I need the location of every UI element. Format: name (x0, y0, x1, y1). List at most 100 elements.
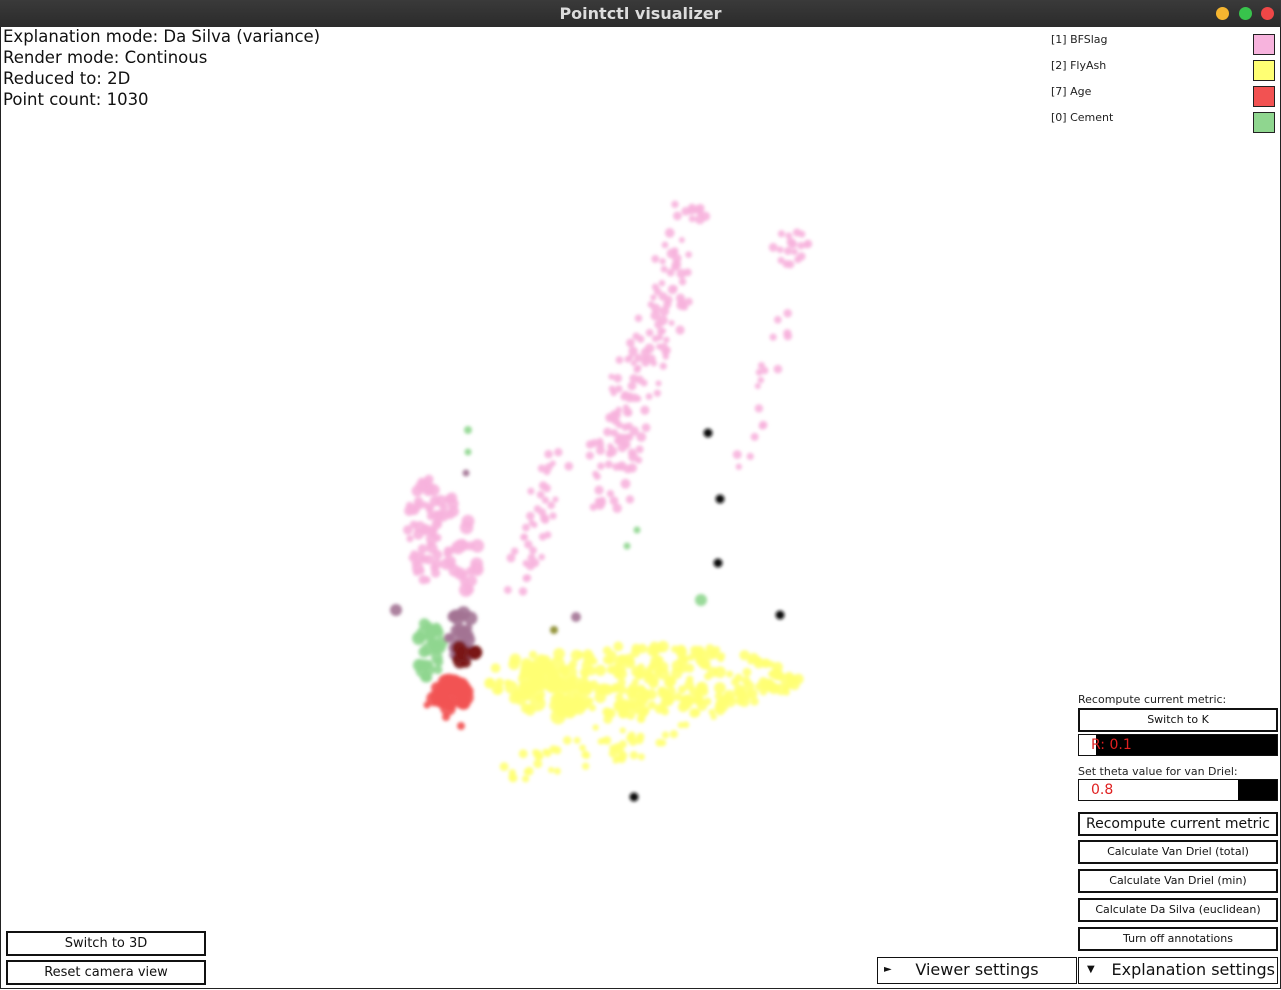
scatter-point (543, 749, 552, 758)
scatter-point (687, 653, 695, 662)
scatter-point (750, 697, 759, 706)
scatter-point (666, 268, 675, 277)
scatter-point (773, 364, 783, 374)
scatter-point (742, 667, 752, 677)
scatter-point (635, 364, 642, 371)
scatter-point (593, 472, 601, 481)
scatter-point (705, 649, 716, 661)
scatter-point (638, 687, 648, 696)
scatter-point (538, 508, 547, 517)
scatter-point (495, 677, 504, 687)
scatter-point (791, 248, 798, 256)
scatter-point (613, 373, 623, 383)
scatter-point (612, 503, 622, 513)
scatter-point (765, 679, 776, 691)
legend-label-bfslag: [1] BFSlag (1051, 33, 1108, 46)
scatter-point (590, 657, 598, 665)
scatter-point (592, 724, 599, 731)
scatter-point (595, 445, 605, 455)
scatter-point (680, 303, 689, 311)
r-value-input[interactable]: R: 0.1 (1078, 734, 1278, 756)
legend-swatch-bfslag (1253, 34, 1275, 55)
van-driel-total-button[interactable]: Calculate Van Driel (total) (1078, 840, 1278, 864)
scatter-point (735, 463, 742, 470)
scatter-point (664, 228, 675, 238)
scatter-point (536, 490, 545, 499)
scatter-point (615, 693, 624, 702)
scatter-point (650, 294, 657, 301)
scatter-point (773, 315, 782, 324)
scatter-point (632, 332, 641, 341)
scatter-point (697, 209, 704, 216)
window-titlebar: Pointctl visualizer (0, 0, 1281, 27)
scatter-point (390, 604, 402, 616)
scatter-point (494, 686, 503, 695)
maximize-icon[interactable] (1239, 7, 1252, 20)
scatter-point (685, 251, 693, 258)
van-driel-min-button[interactable]: Calculate Van Driel (min) (1078, 869, 1278, 893)
scatter-point (528, 650, 538, 660)
scatter-point (746, 452, 754, 461)
switch-to-3d-button[interactable]: Switch to 3D (6, 931, 206, 956)
scatter-point (537, 464, 546, 473)
scatter-point (613, 641, 624, 652)
scatter-point (446, 632, 456, 642)
scatter-plot[interactable] (1, 27, 1280, 988)
scatter-point (553, 767, 561, 775)
viewer-settings-tab[interactable]: ► Viewer settings (877, 957, 1077, 984)
scatter-point (420, 671, 432, 683)
scatter-point (651, 254, 660, 263)
scatter-point (677, 701, 689, 713)
da-silva-euclidean-button[interactable]: Calculate Da Silva (euclidean) (1078, 898, 1278, 922)
scatter-point (548, 766, 555, 774)
scatter-point (570, 649, 583, 662)
scatter-point (524, 540, 533, 549)
scatter-point (672, 253, 682, 263)
scatter-point (797, 252, 806, 261)
scatter-point (777, 230, 786, 238)
recompute-metric-button[interactable]: Recompute current metric (1078, 812, 1278, 836)
scatter-point (637, 753, 645, 761)
close-icon[interactable] (1261, 7, 1274, 20)
scatter-point (657, 640, 669, 653)
scatter-point (713, 558, 723, 568)
minimize-icon[interactable] (1216, 7, 1229, 20)
scatter-point (663, 295, 673, 305)
scatter-point (433, 518, 442, 527)
scatter-point (788, 239, 798, 249)
scatter-point (611, 683, 621, 693)
scatter-point (767, 660, 775, 669)
explanation-settings-tab[interactable]: ▼ Explanation settings (1078, 957, 1278, 984)
scatter-point (579, 667, 590, 678)
theta-value-input[interactable]: 0.8 (1078, 779, 1278, 801)
scatter-point (612, 462, 621, 471)
visualization-canvas[interactable]: Explanation mode: Da Silva (variance) Re… (0, 27, 1281, 989)
scatter-point (630, 648, 641, 658)
scatter-point (733, 684, 746, 696)
scatter-point (424, 474, 434, 485)
scatter-point (689, 708, 700, 718)
scatter-point (618, 710, 627, 719)
scatter-point (775, 610, 785, 620)
scatter-point (418, 575, 428, 585)
scatter-point (748, 652, 759, 664)
reset-camera-button[interactable]: Reset camera view (6, 960, 206, 985)
scatter-point (431, 558, 442, 570)
scatter-point (717, 655, 725, 663)
explanation-mode-text: Explanation mode: Da Silva (variance) (3, 27, 321, 46)
scatter-point (677, 721, 685, 729)
scatter-point (579, 744, 586, 752)
scatter-point (537, 753, 544, 760)
scatter-point (529, 546, 537, 555)
scatter-point (606, 489, 615, 498)
scatter-point (636, 714, 646, 723)
scatter-point (573, 736, 581, 744)
scatter-point (739, 650, 750, 661)
scatter-point (630, 360, 637, 367)
scatter-point (518, 587, 528, 596)
switch-to-k-button[interactable]: Switch to K (1078, 708, 1278, 732)
scatter-point (636, 432, 647, 442)
scatter-point (550, 626, 558, 634)
scatter-point (688, 203, 696, 212)
toggle-annotations-button[interactable]: Turn off annotations (1078, 927, 1278, 951)
